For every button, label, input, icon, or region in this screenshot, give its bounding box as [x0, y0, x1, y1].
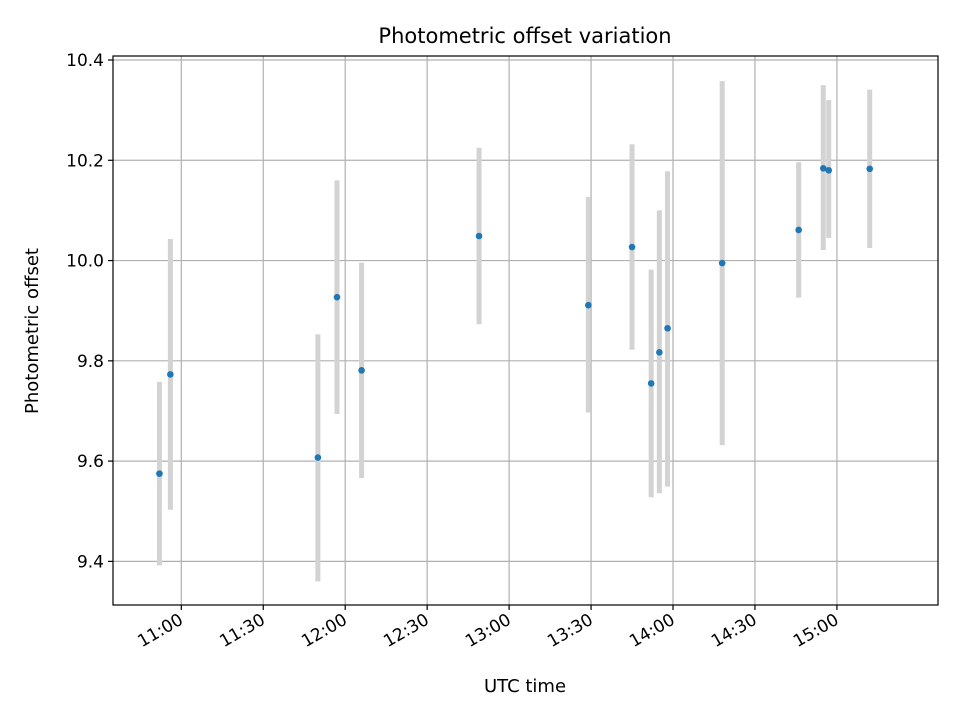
- data-point: [825, 167, 833, 174]
- y-tick-label: 10.2: [66, 151, 104, 171]
- y-tick-label: 9.4: [77, 552, 104, 572]
- data-point: [866, 165, 874, 173]
- data-point: [314, 454, 322, 461]
- data-point: [718, 259, 726, 267]
- data-point: [656, 349, 663, 356]
- data-point: [628, 243, 636, 251]
- data-point: [795, 226, 802, 234]
- data-point: [358, 367, 365, 374]
- y-tick-label: 10.4: [66, 51, 104, 71]
- data-point: [333, 293, 341, 301]
- y-tick-label: 9.6: [77, 452, 104, 472]
- data-point: [167, 371, 174, 378]
- data-point: [664, 324, 671, 332]
- y-axis-ticks: 9.4 9.6 9.8 10.0 10.2 10.4: [66, 51, 113, 572]
- plot-frame: [112, 55, 939, 606]
- data-point: [475, 232, 483, 240]
- y-axis-label: Photometric offset: [22, 248, 43, 414]
- y-tick-label: 10.0: [66, 252, 104, 272]
- data-point: [819, 165, 827, 172]
- data-point: [156, 470, 163, 477]
- data-point: [585, 301, 592, 309]
- chart-title: Photometric offset variation: [378, 24, 671, 48]
- x-axis-label: UTC time: [484, 676, 566, 697]
- data-point: [647, 380, 655, 387]
- y-tick-label: 9.8: [77, 352, 104, 372]
- data-points: [156, 165, 874, 477]
